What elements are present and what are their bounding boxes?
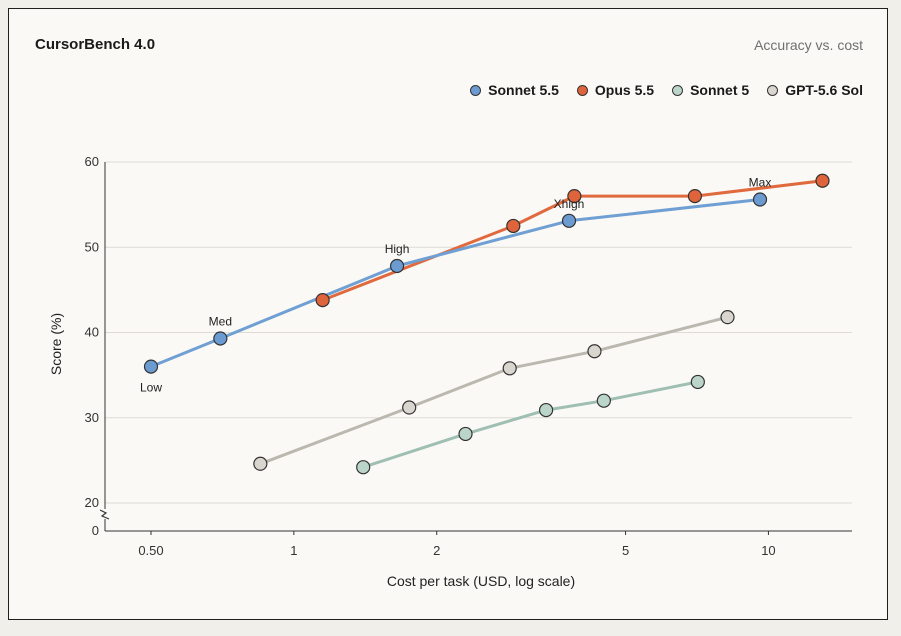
data-point-sonnet5 <box>356 460 371 475</box>
legend-label-sonnet-5-5: Sonnet 5.5 <box>488 82 559 98</box>
y-tick-label: 30 <box>85 410 99 425</box>
data-point-gpt56 <box>587 344 602 359</box>
data-point-gpt56 <box>720 310 735 325</box>
axis-break-mark <box>99 509 110 520</box>
legend-marker-opus-5-5 <box>576 84 588 96</box>
point-labels: Low Med High Xhigh Max <box>140 176 771 395</box>
point-label: Med <box>209 314 232 328</box>
legend-marker-sonnet-5-5 <box>470 84 482 96</box>
data-point-sonnet5 <box>538 402 554 418</box>
y-tick-label: 20 <box>85 495 99 510</box>
legend-marker-gpt-5-6-sol <box>767 84 779 96</box>
point-label: Xhigh <box>554 197 585 211</box>
axes: 0 20 30 40 50 60 0.50 1 2 5 10 <box>85 154 852 558</box>
series-points <box>143 173 830 475</box>
data-point-sonnet5 <box>690 374 705 390</box>
x-tick-label: 2 <box>433 543 440 558</box>
legend-label-opus-5-5: Opus 5.5 <box>594 82 655 98</box>
series-lines <box>150 179 823 469</box>
y-tick-label: 50 <box>85 239 99 254</box>
point-label: High <box>385 242 410 256</box>
data-point-opus55 <box>687 189 703 204</box>
data-point-sonnet5 <box>596 393 611 408</box>
legend-label-sonnet-5: Sonnet 5 <box>690 82 750 98</box>
data-point-sonnet55 <box>389 258 405 274</box>
chart-card: CursorBench 4.0 Accuracy vs. cost Sonnet… <box>8 8 888 620</box>
data-point-opus55 <box>506 218 521 234</box>
legend-item-gpt-5-6-sol: GPT-5.6 Sol <box>767 82 863 98</box>
data-point-opus55 <box>815 173 830 188</box>
gridlines <box>105 161 852 504</box>
x-tick-label: 0.50 <box>138 543 163 558</box>
data-point-sonnet55 <box>752 192 768 207</box>
data-point-opus55 <box>315 293 330 308</box>
legend-item-sonnet-5-5: Sonnet 5.5 <box>470 82 559 98</box>
y-tick-label: 40 <box>85 325 99 340</box>
data-point-sonnet55 <box>561 213 577 228</box>
data-point-gpt56 <box>253 456 268 471</box>
legend: Sonnet 5.5 Opus 5.5 Sonnet 5 GPT-5.6 Sol <box>470 82 863 98</box>
data-point-sonnet55 <box>143 359 159 374</box>
x-tick-label: 1 <box>290 543 297 558</box>
x-tick-label: 5 <box>622 543 629 558</box>
data-point-gpt56 <box>402 400 417 415</box>
y-tick-label: 60 <box>85 154 99 169</box>
y-tick-label: 0 <box>92 523 99 538</box>
legend-label-gpt-5-6-sol: GPT-5.6 Sol <box>785 82 863 98</box>
series-line-sonnet55 <box>150 198 761 368</box>
legend-item-opus-5-5: Opus 5.5 <box>576 82 655 98</box>
data-point-opus55 <box>567 189 582 204</box>
y-axis-label: Score (%) <box>48 313 64 375</box>
series-line-sonnet5 <box>362 380 699 469</box>
point-label: Low <box>140 381 162 395</box>
legend-item-sonnet-5: Sonnet 5 <box>672 82 749 98</box>
x-tick-label: 10 <box>761 543 775 558</box>
data-point-gpt56 <box>502 361 517 376</box>
point-label: Max <box>749 176 772 190</box>
chart-subtitle: Accuracy vs. cost <box>754 37 863 53</box>
data-point-sonnet55 <box>213 331 228 346</box>
data-point-sonnet5 <box>458 426 473 442</box>
legend-marker-sonnet-5 <box>672 84 684 96</box>
x-axis-label: Cost per task (USD, log scale) <box>387 573 575 589</box>
chart-title: CursorBench 4.0 <box>35 36 156 53</box>
